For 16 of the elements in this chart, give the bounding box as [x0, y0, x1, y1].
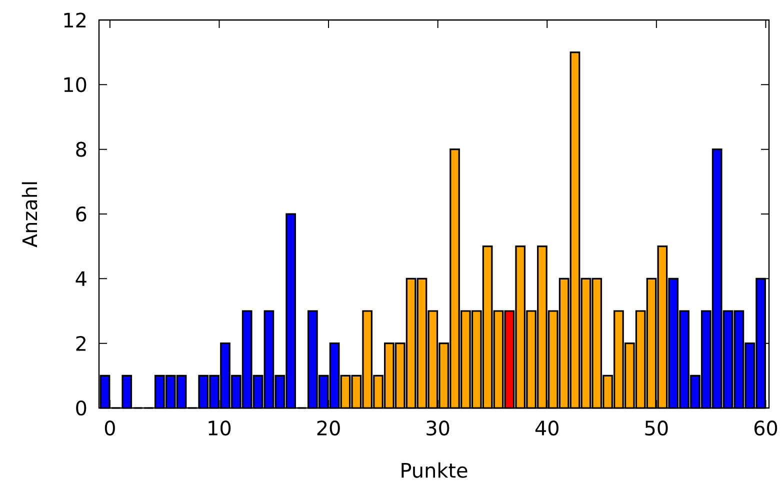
x-tick-label: 20: [317, 420, 340, 436]
y-tick-label: 2: [76, 336, 86, 351]
x-tick-label: 50: [645, 420, 668, 436]
x-axis-title: Punkte: [402, 462, 468, 478]
y-tick-label: 6: [76, 206, 86, 222]
x-tick-label: 10: [208, 420, 231, 436]
y-axis-title: Anzahl: [22, 182, 38, 248]
x-tick-label: 60: [754, 420, 778, 436]
x-tick-label: 40: [535, 420, 558, 436]
y-tick-label: 4: [76, 271, 86, 286]
x-tick-label: 0: [104, 420, 115, 436]
x-tick-label: 30: [426, 420, 450, 436]
y-tick-label: 10: [64, 77, 86, 92]
y-tick-label: 8: [76, 142, 86, 157]
y-tick-label: 0: [76, 400, 86, 416]
y-tick-label: 12: [64, 12, 86, 28]
